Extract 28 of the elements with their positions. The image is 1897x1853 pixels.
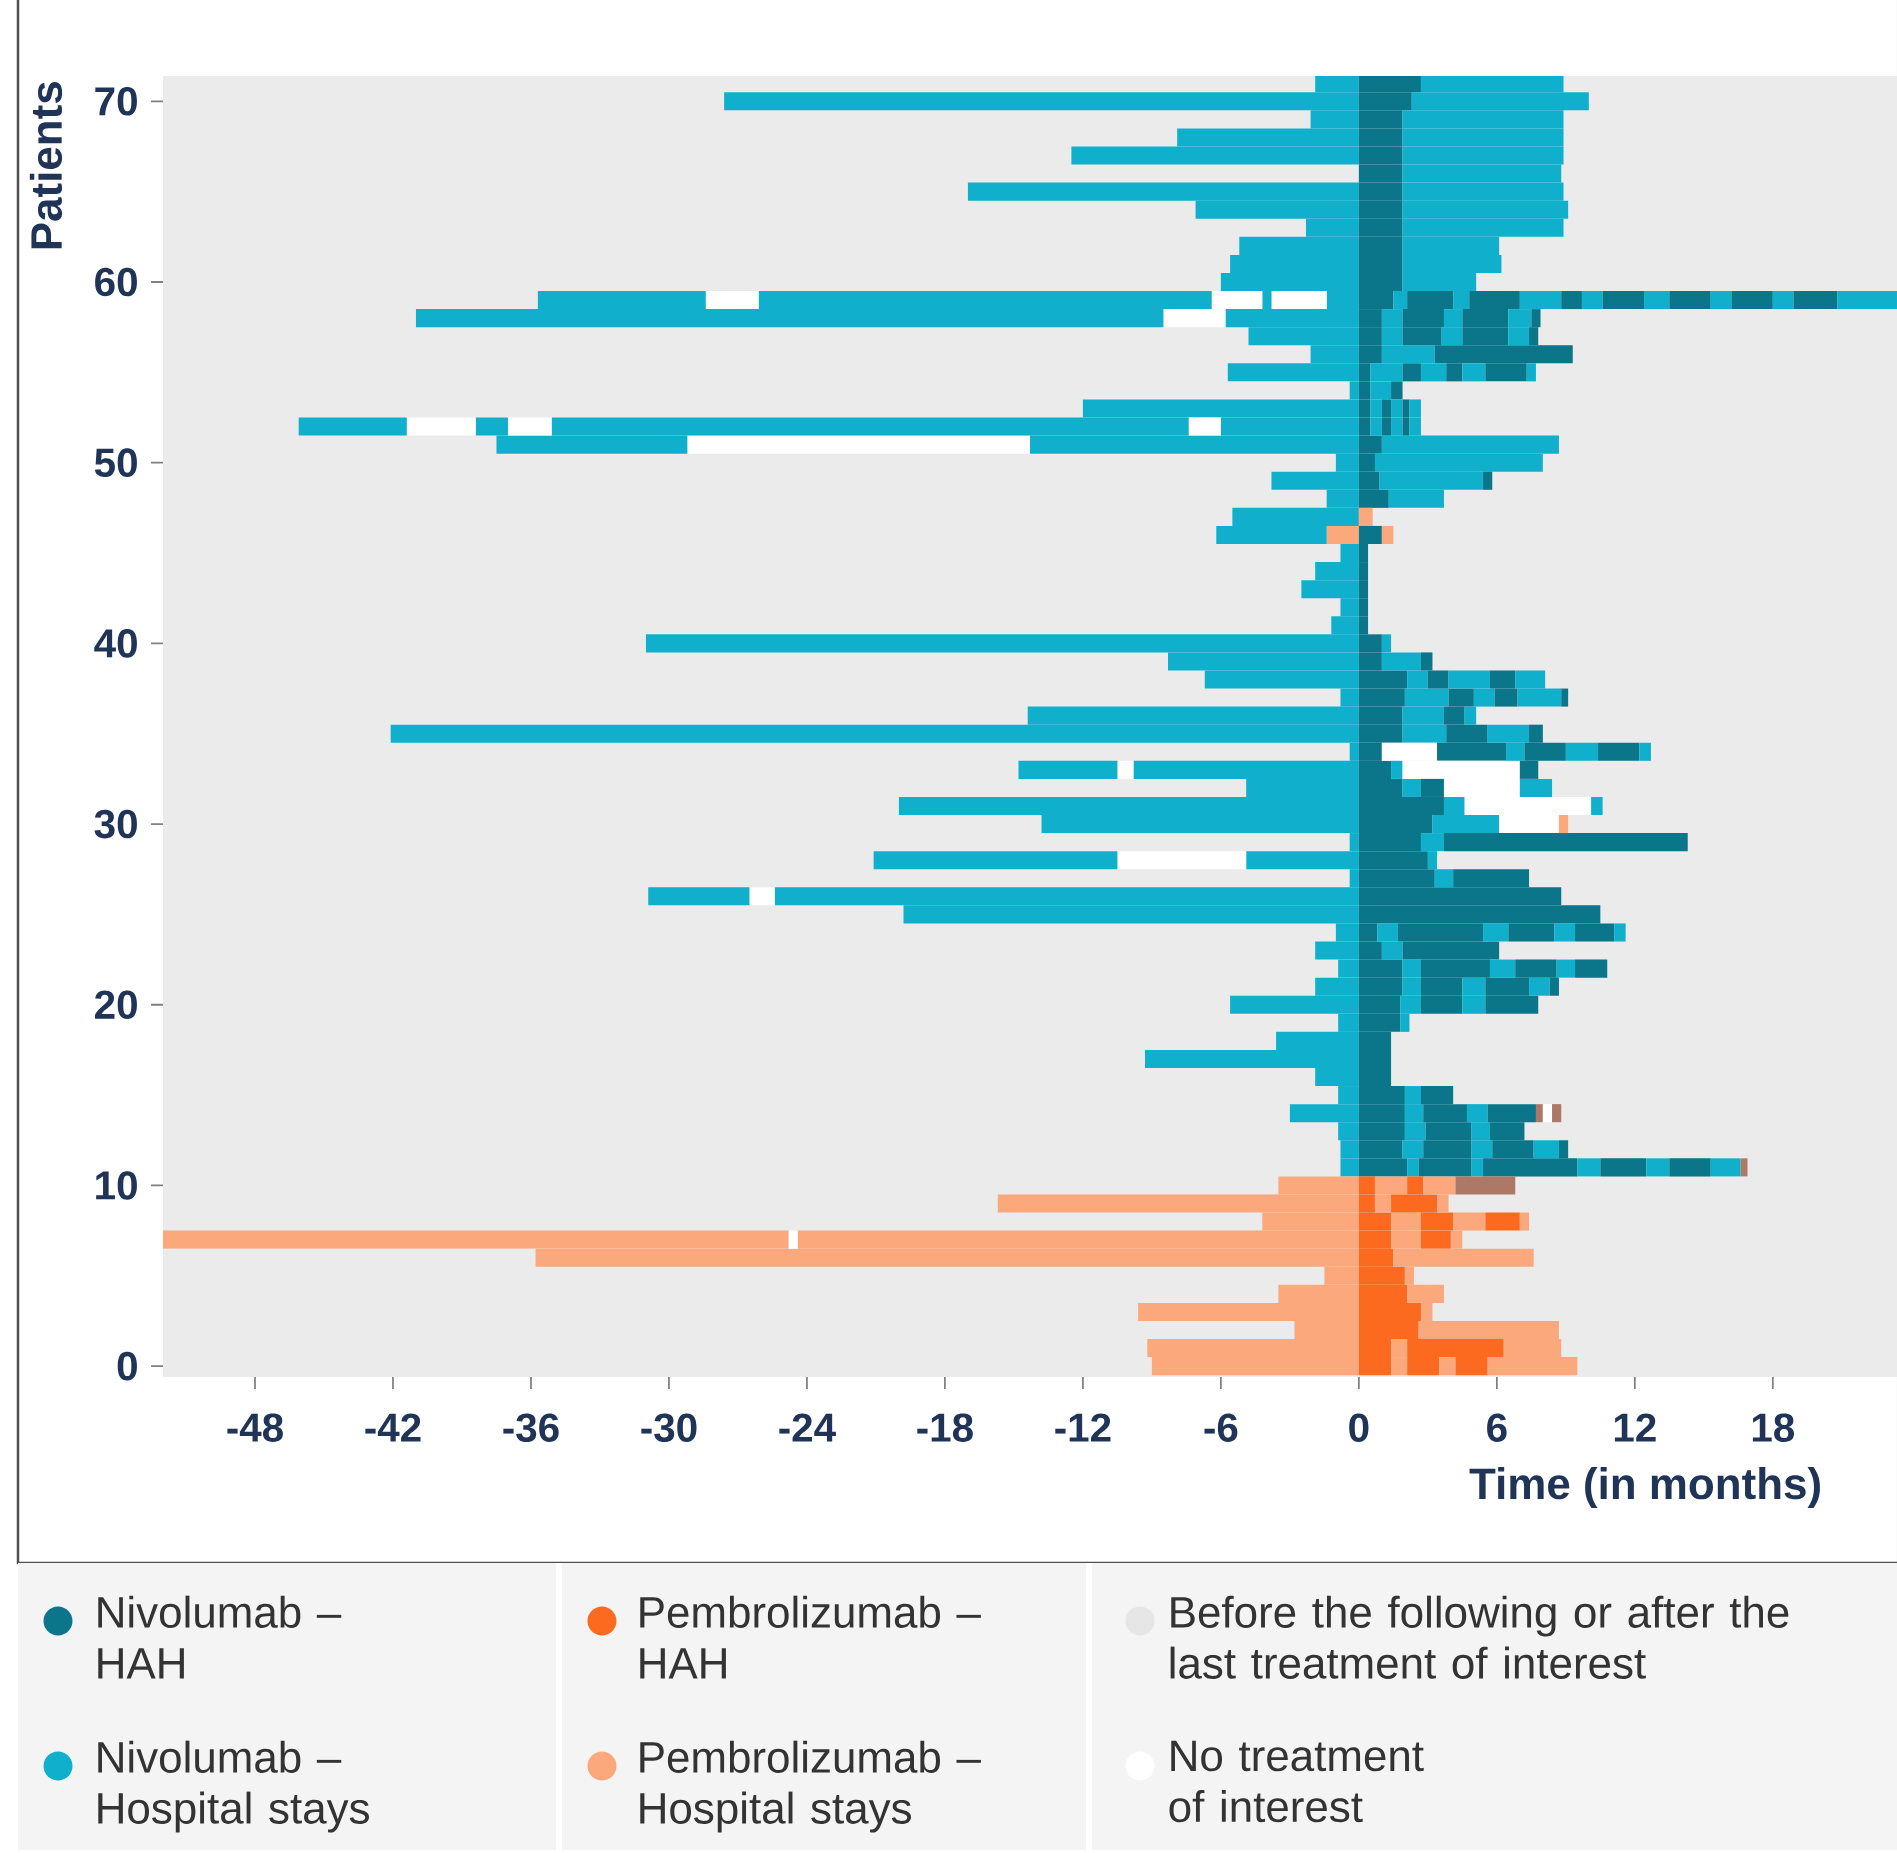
y-tick-label: 60 [95,267,137,297]
y-tick-label: 30 [94,809,137,839]
x-tick-label: -42 [365,1413,421,1442]
y-tick-label: 40 [94,629,137,658]
y-tick-label: 70 [95,87,137,116]
legend-label: Pembrolizumab – Hospital stays [640,1740,981,1833]
legend-label: Nivolumab – HAH [98,1595,342,1679]
x-tick-label: 12 [1614,1413,1656,1442]
y-axis-title: Patients [29,82,63,249]
legend-label: Pembrolizumab – HAH [640,1595,981,1679]
x-tick-label: -36 [503,1413,559,1443]
x-tick-label: 6 [1487,1413,1507,1443]
x-tick-label: -30 [641,1413,697,1443]
legend-label: No treatment of interest [1169,1740,1424,1823]
x-tick-label: -6 [1204,1413,1238,1443]
x-axis-title: Time (in months) [1469,1467,1820,1509]
x-tick-label: -48 [227,1413,283,1443]
y-tick-label: 50 [94,448,137,477]
x-tick-label: 0 [1349,1413,1369,1443]
legend-label: Nivolumab – Hospital stays [98,1740,369,1833]
y-tick-label: 10 [96,1171,137,1200]
x-tick-label: -12 [1055,1413,1111,1442]
y-tick-label: 20 [95,990,137,1020]
x-tick-label: -24 [779,1413,836,1442]
legend-label: Before the following or after the last treatment of interest [1170,1595,1789,1679]
x-tick-label: -18 [917,1413,973,1443]
x-tick-label: 18 [1752,1413,1795,1443]
y-tick-label: 0 [117,1351,137,1381]
